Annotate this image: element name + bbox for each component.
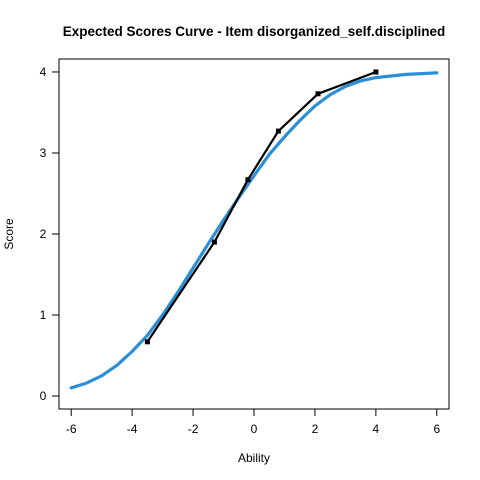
x-tick-label: 6 [433, 422, 440, 436]
x-tick-label: 2 [312, 422, 319, 436]
y-tick-label: 1 [40, 308, 47, 322]
chart-title: Expected Scores Curve - Item disorganize… [63, 24, 446, 39]
y-tick-label: 3 [40, 146, 47, 160]
x-tick-label: -4 [127, 422, 138, 436]
plot-frame [58, 58, 450, 410]
x-tick-label: -6 [66, 422, 77, 436]
observed-score-line [146, 70, 377, 343]
x-axis-label: Ability [238, 451, 270, 465]
y-tick-label: 2 [40, 227, 47, 241]
expected-score-curve [69, 71, 439, 390]
observed-point [144, 339, 150, 345]
x-tick-label: 4 [373, 422, 380, 436]
y-tick-label: 4 [40, 65, 47, 79]
observed-point [275, 128, 281, 134]
series-layer [69, 69, 439, 390]
x-tick-label: 0 [251, 422, 258, 436]
observed-point [245, 177, 251, 183]
y-tick-label: 0 [40, 389, 47, 403]
x-axis: -6 -4 -2 0 2 4 6 [66, 408, 440, 436]
observed-point [373, 69, 379, 75]
observed-point [211, 239, 217, 245]
x-tick-label: -2 [188, 422, 199, 436]
observed-point [315, 91, 321, 97]
y-axis-label: Score [2, 218, 16, 250]
y-axis: 0 1 2 3 4 [40, 65, 60, 403]
